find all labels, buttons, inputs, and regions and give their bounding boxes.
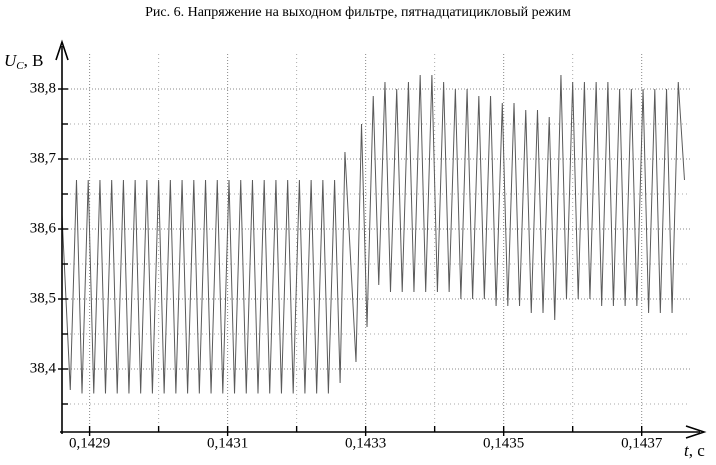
ticks: 38,4 38,5 38,6 38,7 38,8 0,1429 0,1431 0,1433 0,…: [30, 80, 663, 451]
x-tick-label: 0,1431: [207, 435, 248, 451]
y-tick-label: 38,6: [30, 220, 57, 236]
y-tick-label: 38,7: [30, 150, 57, 166]
x-axis-label: t, с: [684, 441, 705, 460]
y-axis-arrow: [55, 39, 69, 61]
x-tick-label: 0,1429: [69, 435, 110, 451]
chart-title: Рис. 6. Напряжение на выходном фильтре, …: [145, 5, 571, 20]
y-tick-label: 38,4: [30, 360, 57, 376]
y-label-unit: , В: [24, 51, 44, 70]
plot: [61, 74, 685, 394]
x-tick-label: 0,1437: [621, 435, 663, 451]
y-label-symbol: U: [4, 51, 18, 70]
voltage-line: [61, 74, 685, 394]
y-tick-label: 38,8: [30, 80, 56, 96]
x-label-unit: , с: [689, 441, 706, 460]
x-tick-label: 0,1435: [483, 435, 524, 451]
x-tick-label: 0,1433: [345, 435, 386, 451]
x-label-symbol: t: [684, 441, 690, 460]
y-axis-label: UC, В: [4, 51, 43, 72]
x-axis-arrow: [685, 425, 707, 439]
y-tick-label: 38,5: [30, 290, 56, 306]
y-label-subscript: C: [16, 60, 24, 72]
